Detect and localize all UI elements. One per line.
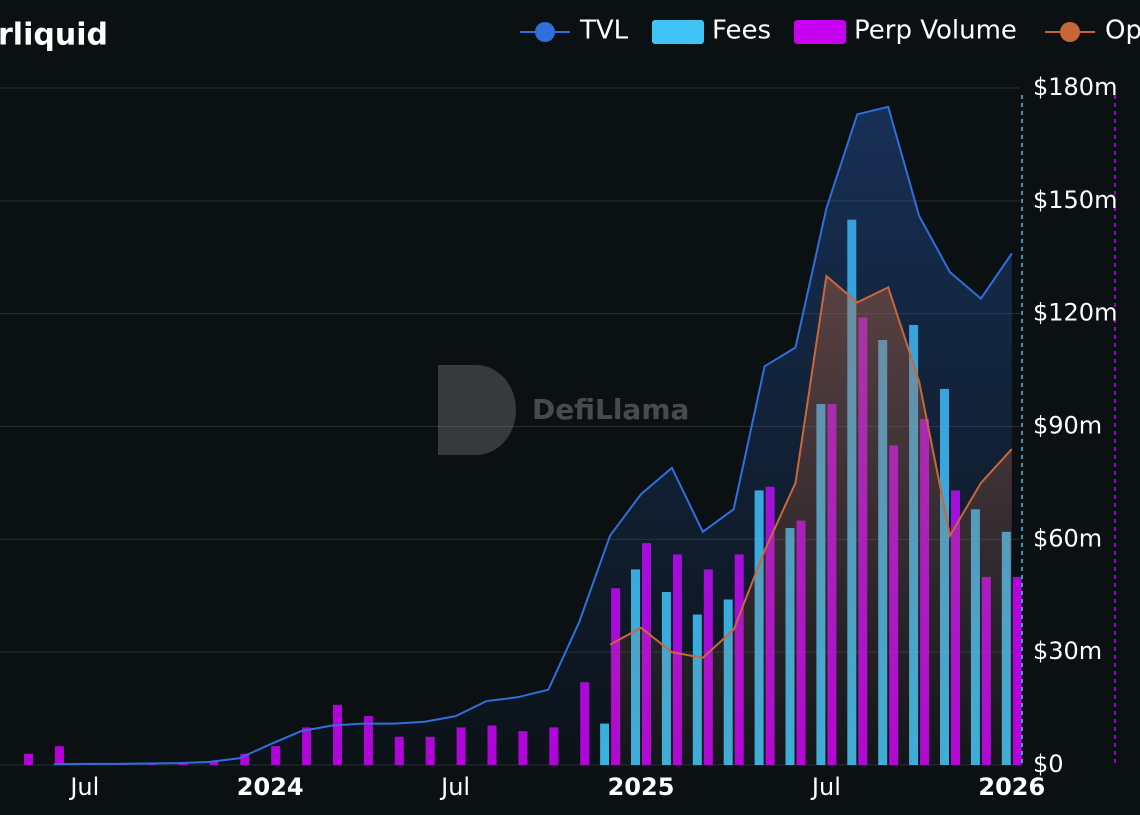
legend-label: TVL (579, 16, 629, 46)
bar (1012, 576, 1022, 765)
legend-label: Fees (712, 16, 771, 46)
legend-swatch (652, 20, 704, 44)
plot (24, 105, 1022, 766)
x-tick-label: 2026 (978, 773, 1045, 801)
x-tick-label: 2025 (608, 773, 675, 801)
x-tick-label: Jul (810, 773, 841, 801)
legend-marker (1060, 22, 1080, 42)
area (610, 276, 1012, 765)
legend-swatch (794, 20, 846, 44)
bar (24, 753, 33, 765)
legend-marker (535, 22, 555, 42)
y-tick-label: $150m (1033, 186, 1117, 214)
bar (54, 746, 64, 765)
watermark-logo (438, 365, 516, 455)
y-tick-label: $180m (1033, 73, 1117, 101)
legend-label: Op (1105, 16, 1140, 46)
y-tick-label: $90m (1033, 412, 1102, 440)
legend: TVL Fees Perp Volume Op (520, 16, 1140, 46)
x-tick-label: 2024 (237, 773, 304, 801)
y-tick-label: $60m (1033, 524, 1102, 552)
x-tick-label: Jul (439, 773, 470, 801)
watermark: DefiLlama (438, 365, 689, 455)
legend-label: Perp Volume (854, 16, 1017, 46)
x-tick-label: Jul (68, 773, 99, 801)
watermark-text: DefiLlama (532, 393, 689, 426)
line (609, 274, 1013, 659)
y-tick-label: $30m (1033, 637, 1102, 665)
y-tick-label: $0 (1033, 750, 1064, 778)
chart-title: rliquid (0, 18, 108, 53)
line (53, 105, 1013, 766)
y-tick-label: $120m (1033, 299, 1117, 327)
